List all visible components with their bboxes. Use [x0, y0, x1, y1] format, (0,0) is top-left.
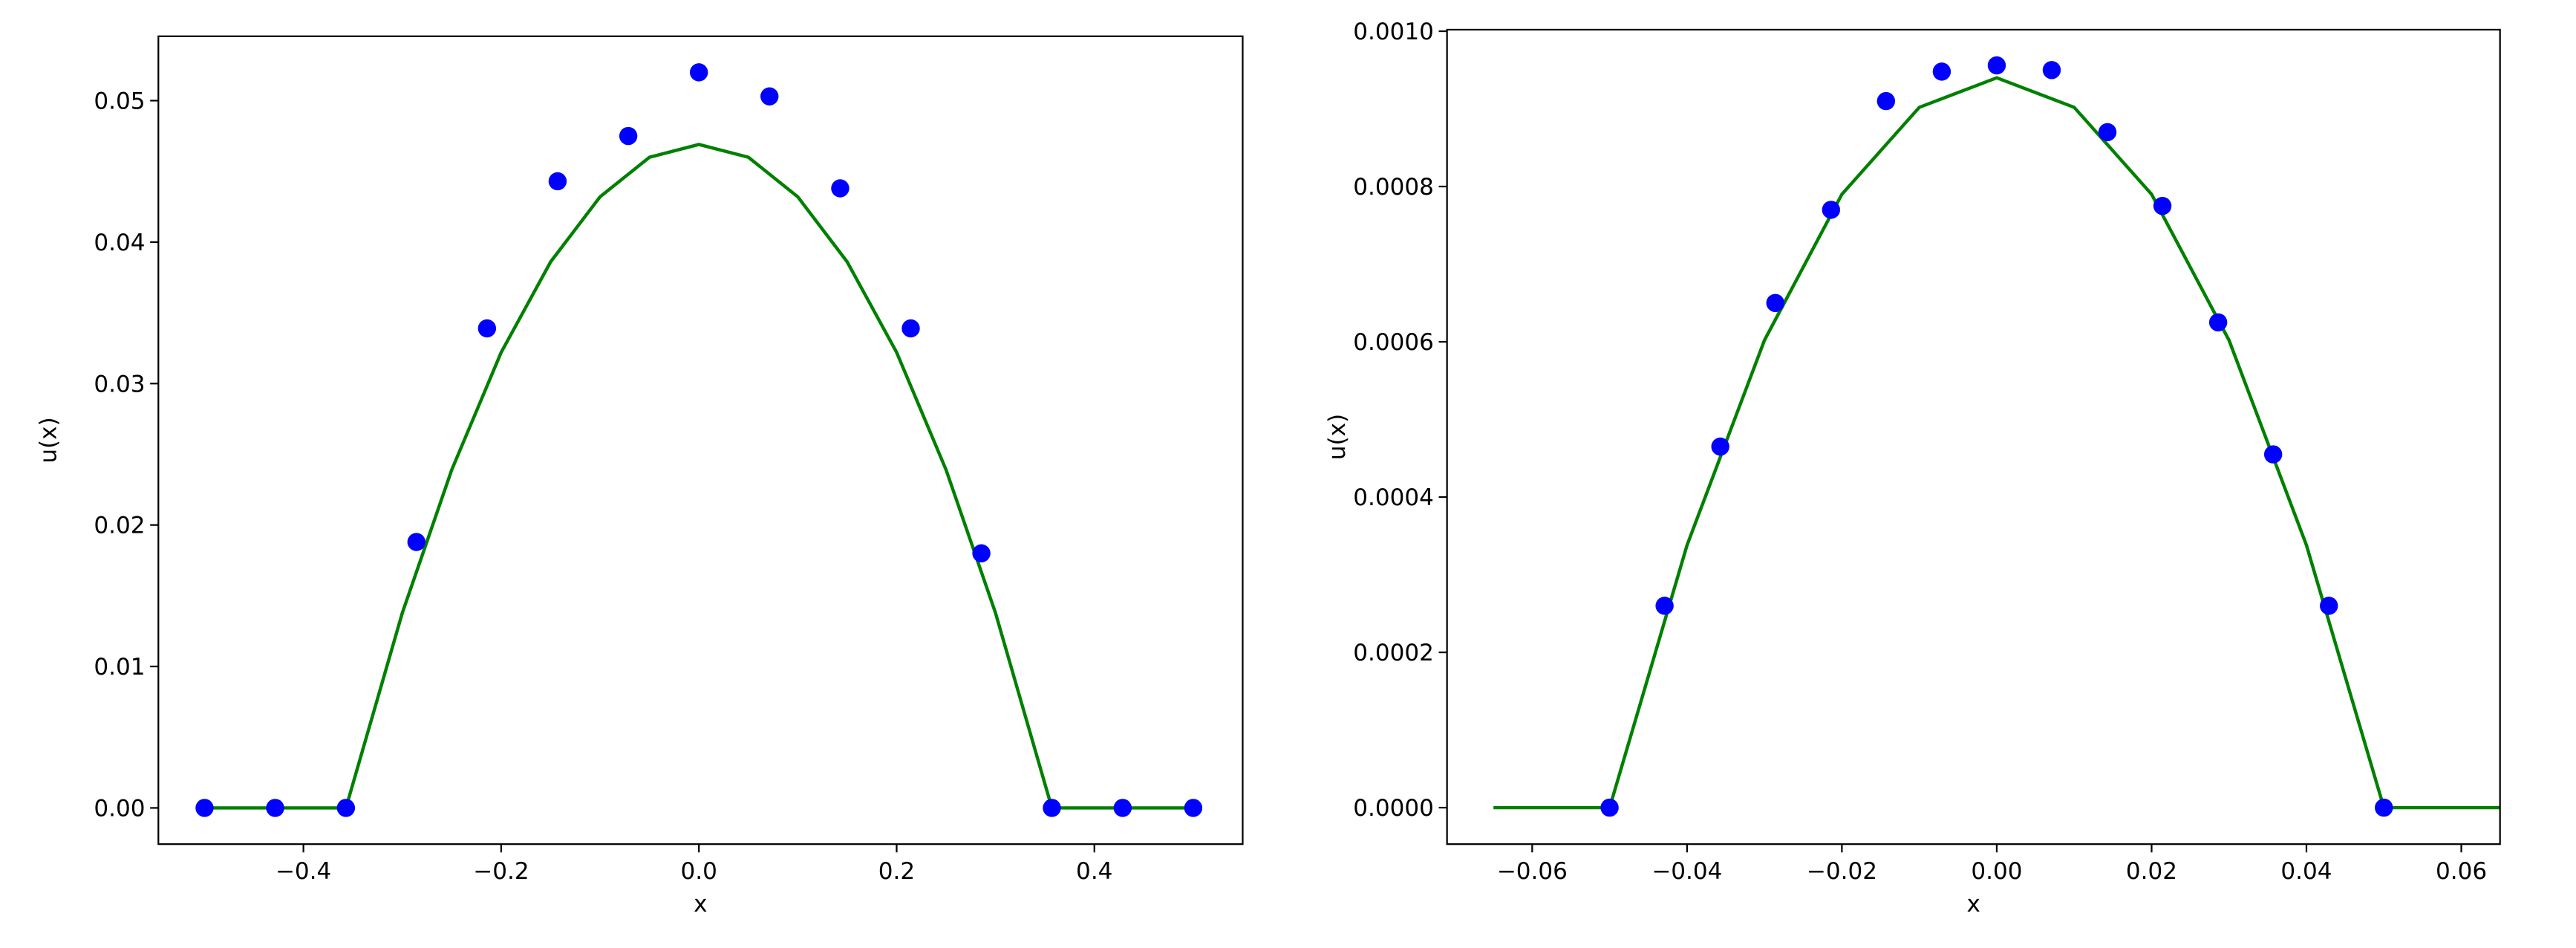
x-tick-label: −0.06: [1497, 858, 1568, 885]
data-point: [1822, 201, 1841, 219]
data-point: [1876, 91, 1896, 111]
x-tick-label: 0.4: [1076, 858, 1112, 885]
data-point: [1113, 799, 1132, 817]
y-tick-label: 0.04: [94, 230, 145, 256]
y-tick-label: 0.0000: [1353, 795, 1434, 822]
plot: 0.0000 0.0002 0.0004 0.0006 0.0008 0.0010 −0.0…: [1324, 19, 2501, 918]
data-point: [760, 87, 779, 105]
y-tick-label: 0.0004: [1353, 484, 1434, 511]
y-tick-label: 0.0002: [1353, 640, 1434, 666]
x-tick-label: −0.4: [275, 858, 331, 885]
x-tick-label: 0.06: [2436, 858, 2487, 885]
data-point: [901, 319, 920, 338]
y-axis-label: u(x): [1324, 414, 1351, 460]
y-axis-label: u(x): [36, 417, 62, 463]
data-point: [689, 63, 708, 82]
data-point: [972, 544, 991, 562]
data-point: [831, 179, 850, 198]
data-point: [1184, 799, 1203, 817]
x-tick-label: 0.0: [680, 858, 717, 885]
data-point: [1711, 437, 1729, 456]
data-point: [548, 172, 567, 191]
data-point: [266, 799, 284, 817]
data-point: [1043, 799, 1061, 817]
data-point: [1600, 798, 1619, 817]
data-point: [2042, 61, 2061, 79]
data-point: [1655, 597, 1674, 615]
data-point: [619, 126, 638, 146]
x-tick-label: −0.02: [1807, 858, 1877, 885]
x-tick-label: 0.04: [2280, 858, 2332, 885]
data-point: [407, 533, 425, 551]
x-axis-label: x: [1966, 891, 1980, 918]
data-point: [2320, 597, 2338, 615]
x-axis-label: x: [694, 891, 707, 918]
y-tick-label: 0.00: [94, 796, 145, 822]
curve: [1493, 76, 2500, 810]
x-tick-label: 0.02: [2126, 858, 2177, 885]
plot: 0.00 0.01 0.02 0.03 0.04 0.05 −0.4 −0.2 0.0 0.2 0.…: [36, 35, 1244, 918]
y-tick-label: 0.0010: [1353, 19, 1434, 45]
data-point: [1932, 62, 1951, 81]
curve: [204, 143, 1193, 810]
y-tick-label: 0.01: [94, 654, 145, 681]
y-tick-label: 0.03: [94, 371, 145, 397]
data-point: [2263, 445, 2283, 464]
data-point: [1987, 56, 2006, 75]
x-tick-label: 0.2: [878, 858, 915, 885]
x-tick-label: 0.00: [1971, 858, 2022, 885]
x-tick-label: −0.2: [473, 858, 529, 885]
data-point: [195, 799, 214, 817]
y-tick-label: 0.02: [94, 513, 145, 539]
x-tick-label: −0.04: [1651, 858, 1722, 885]
data-point: [477, 319, 497, 338]
data-point: [2208, 313, 2228, 332]
data-point: [2375, 798, 2393, 817]
y-tick-label: 0.0008: [1353, 174, 1434, 201]
data-point: [336, 799, 356, 817]
data-point: [2153, 196, 2172, 215]
y-tick-label: 0.0006: [1353, 329, 1434, 356]
axes-frame: [157, 35, 1244, 845]
data-point: [2098, 123, 2117, 142]
axes-frame: [1446, 28, 2501, 845]
y-tick-label: 0.05: [94, 88, 145, 115]
data-point: [1766, 293, 1784, 313]
